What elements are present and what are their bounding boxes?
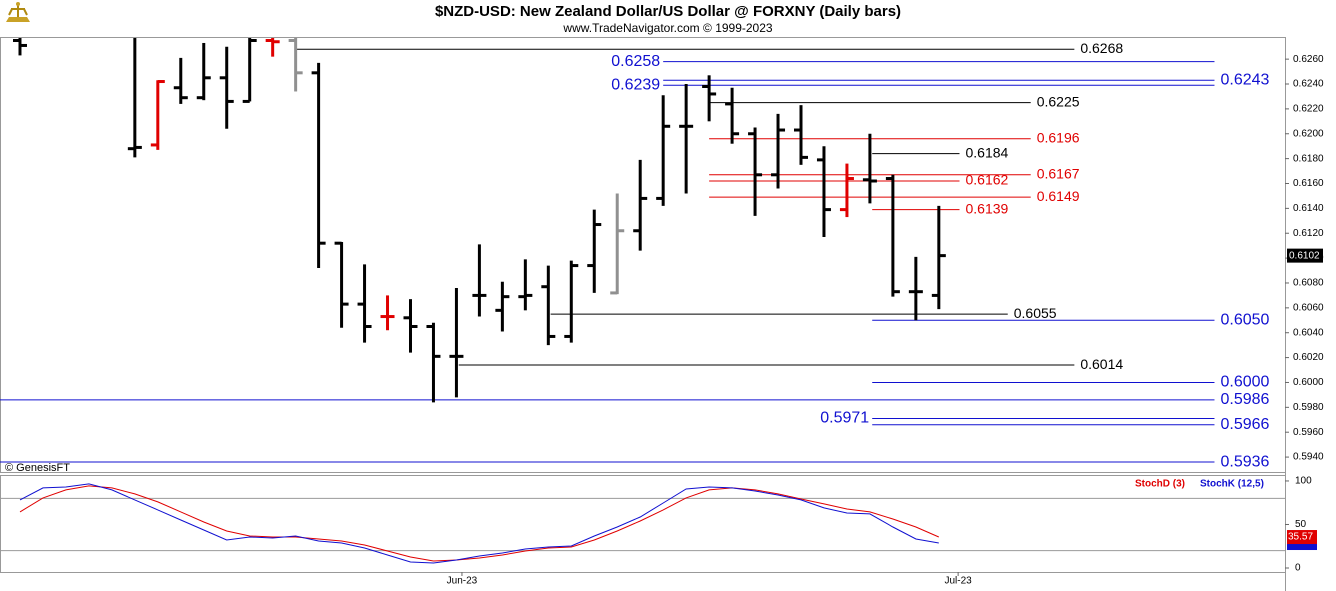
level-label: 0.6225 [1037,93,1080,109]
y-tick-label: 0.6140 [1293,203,1324,214]
chart-title: $NZD-USD: New Zealand Dollar/US Dollar @… [435,3,901,20]
level-label: 0.6268 [1080,40,1123,56]
price-plot [0,38,1215,463]
y-tick-label: 0.6060 [1293,302,1324,313]
y-tick-label: 0.6260 [1293,54,1324,65]
level-label: 0.5966 [1220,416,1269,433]
level-label: 0.6184 [966,144,1009,160]
y-tick-label: 100 [1295,476,1312,487]
y-tick-label: 0.6020 [1293,352,1324,363]
last-price-tag [1287,248,1323,263]
last-price-label: 0.6102 [1289,250,1320,261]
y-tick-label: 0.6160 [1293,178,1324,189]
stoch-labels: 0 50 100 Jun-23 Jul-23 StochD (3) StochK (12,5… [447,476,1317,587]
level-label: 0.6149 [1037,188,1080,204]
level-label: 0.6167 [1037,165,1080,181]
level-label: 0.6258 [611,53,660,70]
level-label: 0.6196 [1037,129,1080,145]
y-tick-label: 0.6200 [1293,128,1324,139]
chart-subtitle: www.TradeNavigator.com © 1999-2023 [562,21,772,35]
level-label: 0.6014 [1080,356,1123,372]
last-value-label: 35.57 [1288,532,1313,543]
y-tick-label: 0.6240 [1293,79,1324,90]
logo [6,2,30,22]
level-label: 0.5936 [1220,453,1269,470]
legend-entry: StochD (3) [1135,479,1185,490]
y-tick-label: 0.6080 [1293,278,1324,289]
level-label: 0.6243 [1220,71,1269,88]
level-label: 0.6239 [611,76,660,93]
level-label: 0.5986 [1220,391,1269,408]
price-labels: 0.6260 0.6240 0.6220 0.6200 0.6180 0.6160 0.61… [611,40,1324,470]
y-tick-label: 0.6120 [1293,228,1324,239]
stoch-line [19,485,940,562]
y-tick-label: 0.6000 [1293,377,1324,388]
y-tick-label: 0.5960 [1293,427,1324,438]
y-tick-label: 0.5980 [1293,402,1324,413]
legend-entry: StochK (12,5) [1200,479,1264,490]
y-tick-label: 0.6040 [1293,327,1324,338]
y-tick-label: 0.6220 [1293,104,1324,115]
y-tick-label: 0.6180 [1293,153,1324,164]
level-label: 0.5971 [820,410,869,427]
last-value-tag [1287,530,1317,545]
watermark: © GenesisFT [5,462,70,474]
stoch-plot [0,483,1285,564]
x-tick-label: Jun-23 [447,576,478,587]
level-label: 0.6000 [1220,374,1269,391]
level-label: 0.6162 [966,172,1009,188]
y-tick-label: 0.5940 [1293,452,1324,463]
level-label: 0.6050 [1220,312,1269,329]
x-tick-label: Jul-23 [944,576,972,587]
level-label: 0.6139 [966,200,1009,216]
level-label: 0.6055 [1014,305,1057,321]
stoch-line [19,483,939,564]
y-tick-label: 0 [1295,563,1301,574]
y-tick-label: 50 [1295,519,1307,530]
